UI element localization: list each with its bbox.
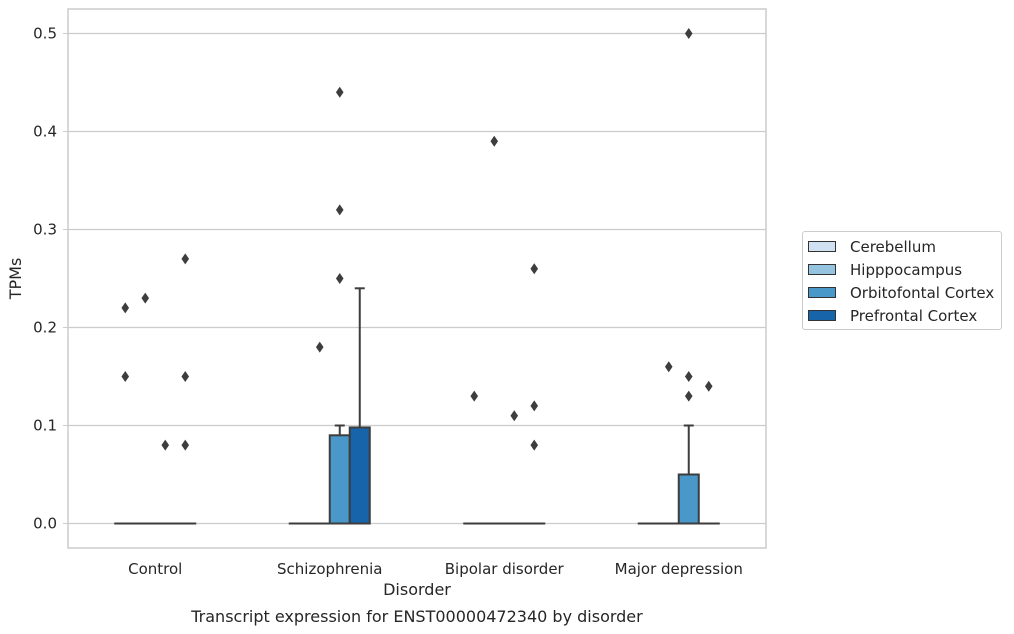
y-tick-label: 0.4 (33, 123, 57, 141)
legend-label: Cerebellum (850, 237, 936, 256)
box-prefrontal-cortex-1 (348, 287, 371, 525)
outlier-point (121, 302, 130, 314)
box-body (348, 426, 371, 525)
x-tick-label: Schizophrenia (277, 560, 382, 578)
legend-label: Orbitofontal Cortex (850, 283, 995, 302)
outlier-point (470, 390, 479, 402)
chart-title: Transcript expression for ENST0000047234… (190, 607, 643, 626)
outlier-point (684, 371, 693, 382)
y-tick-label: 0.2 (33, 319, 57, 337)
box-hipppocampus-2 (483, 135, 506, 525)
outlier-point (121, 371, 130, 382)
box-orbitofontal-cortex-0 (154, 439, 177, 525)
y-tick-label: 0.3 (33, 221, 57, 239)
outlier-point (335, 86, 344, 98)
x-tick-label: Control (128, 560, 182, 578)
outlier-point (335, 273, 344, 284)
outlier-point (181, 253, 190, 265)
outlier-point (490, 135, 499, 147)
x-tick-label: Bipolar disorder (445, 560, 565, 578)
box-cerebellum-0 (114, 302, 137, 525)
x-tick-label: Major depression (615, 560, 743, 578)
outlier-point (161, 439, 170, 451)
box-hipppocampus-1 (308, 341, 331, 525)
y-tick-label: 0.5 (33, 25, 57, 43)
outlier-point (315, 341, 324, 353)
box-prefrontal-cortex-3 (697, 380, 720, 525)
box-orbitofontal-cortex-2 (503, 410, 526, 525)
box-prefrontal-cortex-0 (174, 253, 197, 525)
outlier-point (181, 371, 190, 382)
outlier-point (684, 28, 693, 39)
outlier-point (510, 410, 519, 422)
legend-swatch (808, 264, 836, 275)
box-prefrontal-cortex-2 (523, 263, 546, 525)
outlier-point (704, 380, 713, 392)
legend-item: Prefrontal Cortex (803, 304, 1001, 327)
legend-swatch (808, 310, 836, 321)
outlier-point (530, 263, 539, 275)
x-axis-label: Disorder (383, 580, 451, 599)
legend-label: Prefrontal Cortex (850, 306, 978, 325)
legend-swatch (808, 241, 836, 252)
y-tick-label: 0.1 (33, 417, 57, 435)
box-hipppocampus-3 (657, 361, 680, 525)
plot-frame (67, 8, 767, 549)
legend-item: Cerebellum (803, 235, 1001, 258)
legend: Cerebellum Hipppocampus Orbitofontal Corte… (802, 231, 1002, 330)
legend-label: Hipppocampus (850, 260, 963, 279)
outlier-point (664, 361, 673, 373)
box-body (677, 473, 700, 525)
outlier-point (335, 204, 344, 216)
box-orbitofontal-cortex-3 (677, 28, 700, 525)
y-tick-label: 0.0 (33, 515, 57, 533)
legend-item: Orbitofontal Cortex (803, 281, 1001, 304)
legend-item: Hipppocampus (803, 258, 1001, 281)
outlier-point (141, 292, 150, 304)
box-cerebellum-2 (463, 390, 486, 525)
box-body (328, 434, 351, 525)
outlier-point (530, 400, 539, 412)
y-axis-label: TPMs (6, 258, 25, 301)
outlier-point (181, 439, 190, 451)
box-orbitofontal-cortex-1 (328, 86, 351, 525)
outlier-point (530, 439, 539, 451)
legend-swatch (808, 287, 836, 298)
outlier-point (684, 390, 693, 402)
